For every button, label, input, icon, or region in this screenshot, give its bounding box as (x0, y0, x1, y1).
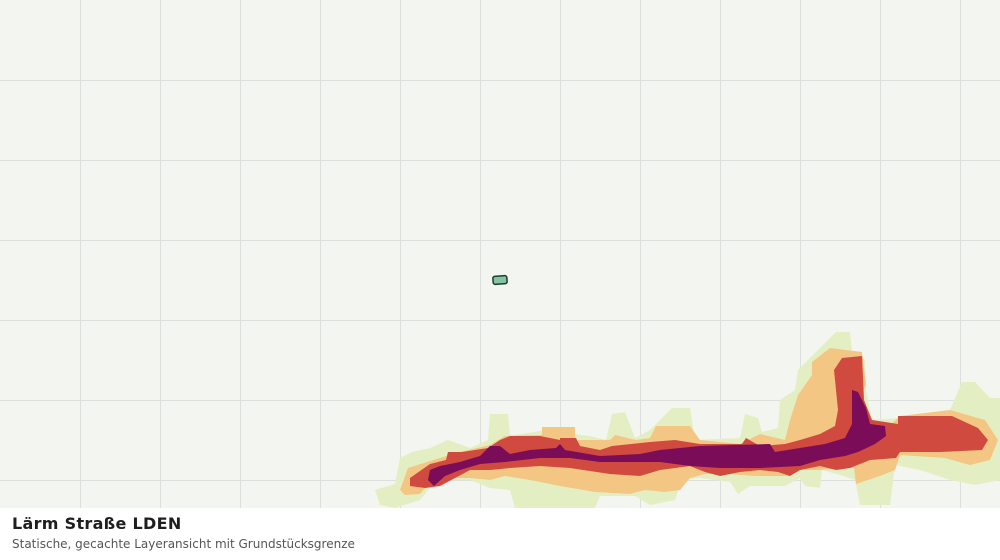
caption-panel: Lärm Straße LDEN Statische, gecachte Lay… (0, 508, 1000, 560)
layer-subtitle: Statische, gecachte Layeransicht mit Gru… (12, 537, 355, 551)
map-canvas (0, 0, 1000, 508)
noise-zone-very-high (428, 390, 886, 486)
parcel-boundary (492, 274, 508, 286)
layer-title: Lärm Straße LDEN (12, 514, 182, 533)
